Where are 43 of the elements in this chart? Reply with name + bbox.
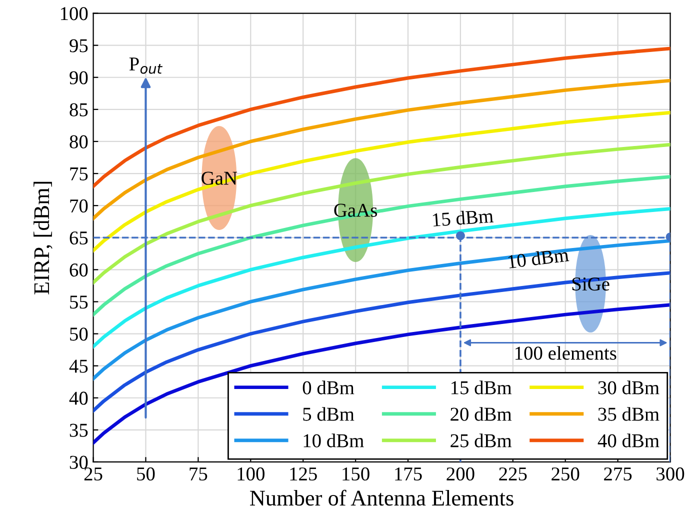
x-tick-label: 100: [238, 467, 264, 481]
x-tick-label: 75: [190, 468, 208, 481]
x-tick-label: 25: [84, 467, 102, 481]
y-tick-label: 70: [70, 199, 88, 213]
x-axis-title: Number of Antenna Elements: [250, 490, 514, 506]
x-tick-label: 275: [604, 467, 632, 481]
legend-label: 20 dBm: [450, 407, 512, 421]
legend-label: 30 dBm: [598, 380, 660, 394]
x-tick-label: 300: [656, 467, 684, 481]
y-tick-label: 95: [70, 39, 88, 52]
annotation: 100 elements: [516, 346, 616, 360]
legend-label: 15 dBm: [451, 380, 512, 394]
y-tick-label: 75: [70, 168, 88, 180]
x-tick-label: 175: [395, 467, 422, 481]
annotation: 15 dBm: [432, 208, 494, 227]
annotation: P$_{out}$: [129, 58, 163, 74]
y-tick-label: 90: [70, 71, 88, 84]
y-tick-label: 65: [70, 231, 88, 245]
x-tick-label: 225: [499, 467, 527, 481]
y-tick-label: 60: [70, 263, 88, 277]
x-tick-label: 150: [342, 467, 370, 481]
y-tick-label: 85: [70, 103, 88, 116]
legend-label: 10 dBm: [304, 434, 364, 448]
x-tick-label: 50: [137, 467, 155, 481]
x-tick-label: 125: [290, 467, 317, 481]
x-tick-label: 250: [552, 467, 580, 481]
legend-label: 25 dBm: [450, 434, 512, 448]
legend-label: 0 dBm: [302, 380, 354, 394]
y-tick-label: 80: [70, 135, 88, 148]
y-axis-title: EIRP, [dBm]: [34, 182, 52, 294]
annotation: SiGe: [572, 277, 610, 291]
y-tick-label: 50: [70, 328, 88, 341]
y-tick-label: 40: [69, 392, 88, 405]
x-tick-label: 200: [446, 467, 474, 481]
y-tick-label: 55: [70, 296, 88, 309]
legend-label: 5 dBm: [303, 407, 354, 421]
legend-label: 35 dBm: [598, 407, 660, 421]
y-tick-label: 35: [70, 424, 88, 437]
legend-label: 40 dBm: [598, 434, 660, 448]
annotation: 10 dBm: [508, 248, 570, 268]
y-tick-label: 100: [60, 7, 88, 20]
y-tick-label: 30: [70, 456, 88, 469]
y-tick-label: 45: [69, 360, 88, 373]
